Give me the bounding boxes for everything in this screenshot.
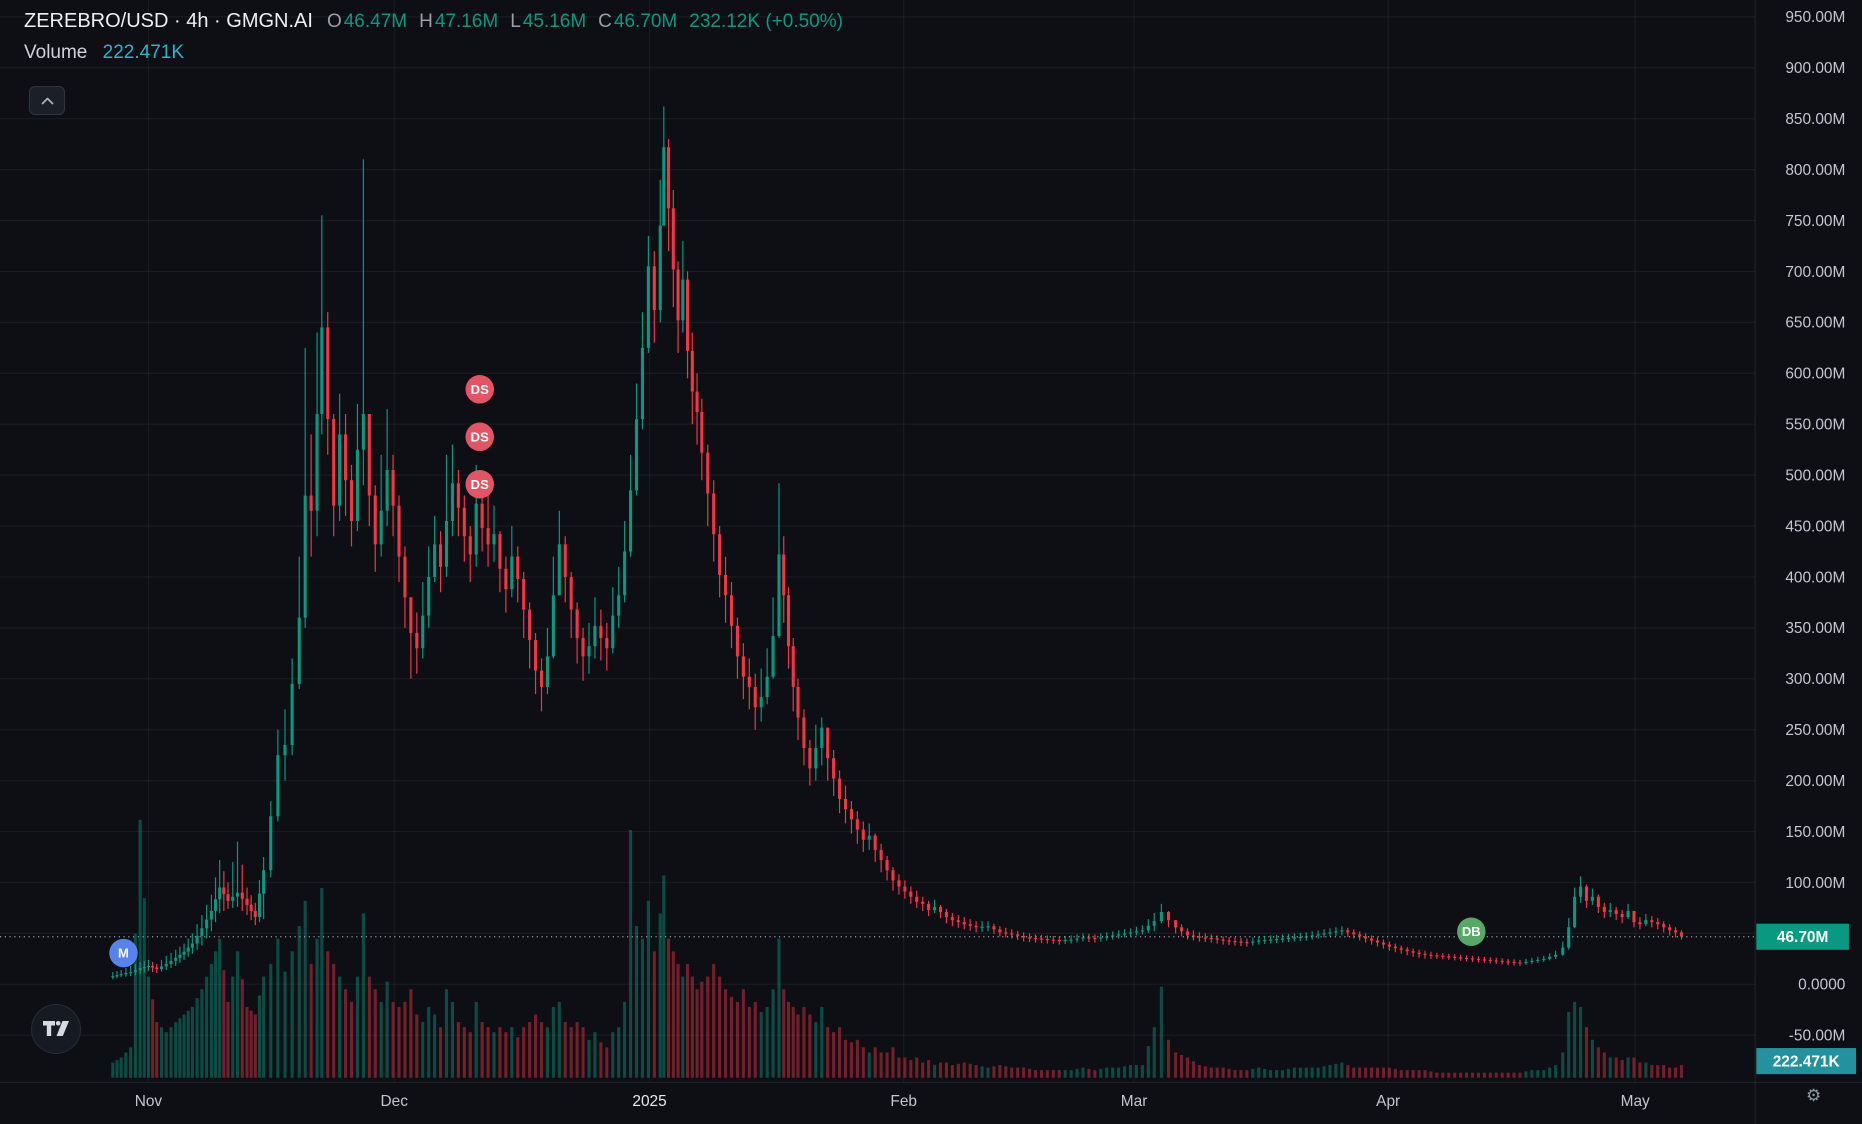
chevron-up-icon bbox=[41, 97, 54, 105]
price-axis-label: 650.00M bbox=[1785, 315, 1845, 332]
symbol-row: ZEREBRO/USD · 4h · GMGN.AI O 46.47M H 47.1… bbox=[24, 10, 843, 33]
svg-text:46.70M: 46.70M bbox=[1777, 929, 1828, 946]
time-axis-label: 2025 bbox=[632, 1093, 666, 1110]
price-axis-label: 800.00M bbox=[1785, 162, 1845, 179]
volume-badge bbox=[1756, 1048, 1857, 1075]
price-axis-label: 0.0000 bbox=[1798, 977, 1845, 994]
price-axis[interactable] bbox=[1755, 0, 1862, 1082]
ohlc-values: O 46.47M H 47.16M L 45.16M C 46.70M 232.12K … bbox=[327, 11, 843, 33]
dev-buy-marker[interactable]: DB bbox=[1457, 917, 1486, 946]
tradingview-icon bbox=[43, 1021, 69, 1037]
svg-text:DS: DS bbox=[471, 429, 489, 444]
price-axis-label: 700.00M bbox=[1785, 264, 1845, 281]
high-label: H bbox=[419, 11, 433, 32]
price-axis-label: 600.00M bbox=[1785, 366, 1845, 383]
price-axis-label: 250.00M bbox=[1785, 722, 1845, 739]
time-axis-label: Apr bbox=[1376, 1093, 1400, 1110]
dev-sell-marker-1[interactable]: DS bbox=[465, 375, 495, 404]
chart-header: ZEREBRO/USD · 4h · GMGN.AI O 46.47M H 47.1… bbox=[24, 10, 843, 64]
price-axis-label: 400.00M bbox=[1785, 569, 1845, 586]
time-axis-labels: Nov Dec 2025 Feb Mar Apr May bbox=[135, 1093, 1650, 1110]
svg-text:DB: DB bbox=[1462, 924, 1481, 939]
gridlines bbox=[0, 0, 1756, 1083]
svg-text:M: M bbox=[118, 946, 129, 961]
price-axis-label: 300.00M bbox=[1785, 671, 1845, 688]
volume-label[interactable]: Volume bbox=[24, 42, 88, 63]
dev-sell-marker-2[interactable]: DS bbox=[465, 422, 495, 452]
close-label: C bbox=[598, 11, 612, 32]
close-value: 46.70M bbox=[613, 11, 678, 32]
svg-text:222.471K: 222.471K bbox=[1773, 1053, 1840, 1070]
dev-buy-marker-3[interactable]: DS bbox=[465, 470, 495, 499]
trade-markers: M DS DS DS DB bbox=[109, 375, 1486, 968]
settings-icon[interactable]: ⚙ bbox=[1806, 1086, 1822, 1106]
price-axis-label: 150.00M bbox=[1785, 824, 1845, 841]
collapse-button[interactable] bbox=[29, 86, 65, 115]
price-axis-label: 500.00M bbox=[1785, 467, 1845, 484]
price-badge bbox=[1756, 923, 1849, 950]
time-axis-label: Nov bbox=[135, 1093, 163, 1110]
price-axis-label: 200.00M bbox=[1785, 773, 1845, 790]
volume-value: 222.471K bbox=[102, 42, 185, 63]
time-axis-label: Dec bbox=[381, 1093, 409, 1110]
volume-row: Volume 222.471K bbox=[24, 42, 843, 64]
price-axis-label: 750.00M bbox=[1785, 213, 1845, 230]
change-value: 232.12K (+0.50%) bbox=[689, 11, 843, 32]
open-label: O bbox=[326, 11, 342, 32]
time-axis-label: May bbox=[1621, 1093, 1650, 1110]
price-axis-label: 950.00M bbox=[1785, 9, 1845, 26]
price-axis-label: 850.00M bbox=[1785, 111, 1845, 128]
svg-text:DS: DS bbox=[471, 477, 489, 492]
symbol-title[interactable]: ZEREBRO/USD · 4h · GMGN.AI bbox=[24, 10, 313, 32]
migration-marker[interactable]: M bbox=[109, 938, 138, 968]
time-axis-label: Feb bbox=[890, 1093, 917, 1110]
volume-bars bbox=[111, 819, 1684, 1078]
price-axis-label: 100.00M bbox=[1785, 875, 1845, 892]
low-value: 45.16M bbox=[522, 11, 587, 32]
time-axis-label: Mar bbox=[1121, 1093, 1148, 1110]
tradingview-logo[interactable] bbox=[31, 1004, 81, 1054]
svg-text:DS: DS bbox=[471, 382, 489, 397]
open-value: 46.47M bbox=[343, 11, 408, 32]
ohlc-high: H 47.16M bbox=[419, 11, 498, 33]
price-axis-label: 350.00M bbox=[1785, 620, 1845, 637]
price-axis-label: 450.00M bbox=[1785, 518, 1845, 535]
ohlc-open: O 46.47M bbox=[327, 11, 407, 33]
candles bbox=[111, 106, 1684, 980]
price-axis-label: 550.00M bbox=[1785, 417, 1845, 434]
low-label: L bbox=[510, 11, 521, 32]
time-axis[interactable] bbox=[0, 1082, 1862, 1124]
price-axis-label: 900.00M bbox=[1785, 60, 1845, 77]
high-value: 47.16M bbox=[434, 11, 499, 32]
axis-badges: 46.70M 222.471K bbox=[1756, 923, 1857, 1075]
ohlc-close: C 46.70M bbox=[598, 11, 677, 33]
price-axis-labels: 950.00M 900.00M 850.00M 800.00M 750.00M 700.0… bbox=[1785, 9, 1845, 1044]
ohlc-low: L 45.16M bbox=[510, 11, 586, 33]
price-axis-label: -50.00M bbox=[1789, 1028, 1846, 1045]
